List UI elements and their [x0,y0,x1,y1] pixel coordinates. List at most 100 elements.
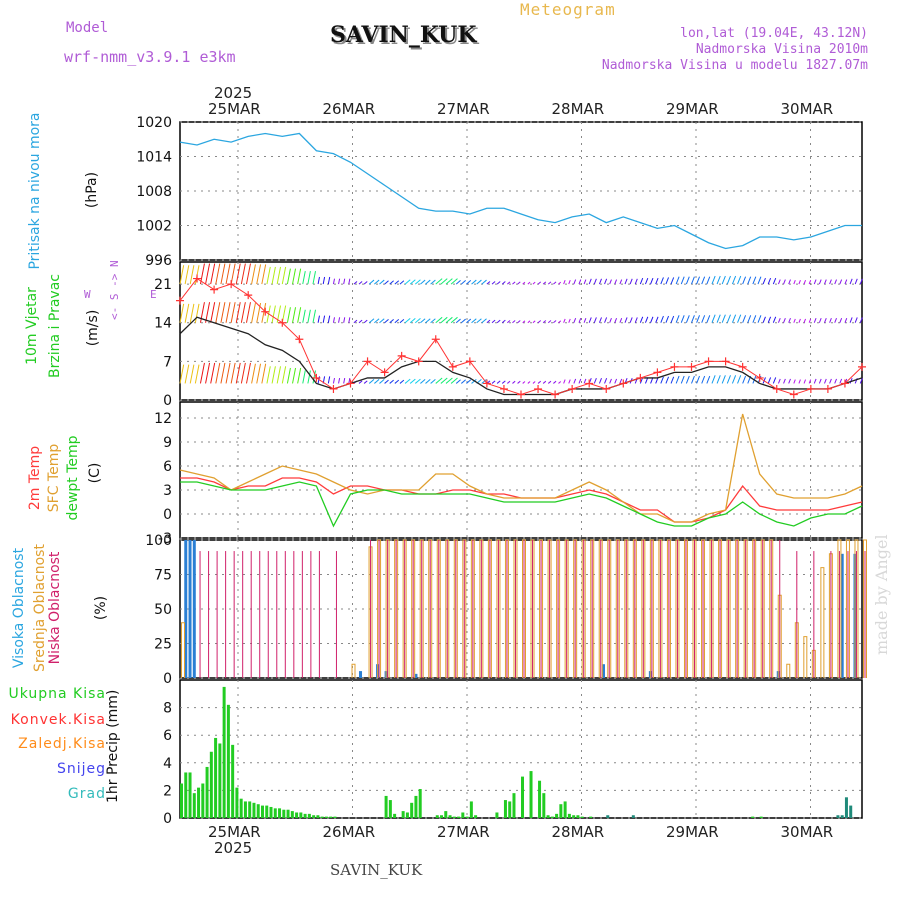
precip-bar [836,815,840,818]
wind-arrow [818,317,822,323]
wind-arrow [614,378,618,384]
wind-arrow [849,278,853,285]
wind-arrow [389,379,394,384]
precip-bar [218,743,222,818]
wind-arrow [384,280,389,285]
wind-speed-marker [431,335,440,344]
wind-arrow [706,276,711,285]
wind-arrow [353,281,358,285]
bottom-days-label: 30MAR [780,823,834,841]
precip-bar [461,812,465,818]
wind-arrow [476,279,482,285]
wind-arrow [476,318,482,324]
wind-arrow [767,316,772,323]
wind-arrow [711,314,716,323]
precip-bar [295,812,299,818]
wind-arrow [286,307,291,323]
precip-bar [414,795,418,818]
wind-arrow [619,378,623,384]
precip-ytick: 2 [163,783,172,799]
wind-arrow [522,320,526,324]
wind-arrow [297,268,302,285]
temp-side-label-3: dewpt Temp [65,435,81,521]
wind-arrow [297,367,302,384]
wind-arrow [527,381,531,384]
wind-arrow [327,315,331,323]
wind-arrow [573,279,577,285]
wind-arrow [332,377,335,384]
precip-bar [243,801,247,818]
precip-bar [405,812,409,818]
precip-bar [508,801,512,818]
wind-arrow [384,379,389,384]
wind-arrow [246,263,251,285]
wind-arrow [598,278,602,285]
wind-arrow [783,317,786,323]
wind-arrow [312,370,316,384]
precip-bar [231,744,235,818]
cloud-high-bar [359,671,363,678]
wind-arrow [471,279,477,285]
cloud-mid-bar [854,539,859,678]
wind-arrow [522,281,526,285]
clouds-frame [179,539,863,679]
wind-arrow [240,302,246,323]
wind-arrow [609,378,612,384]
wind-speed-marker [823,384,832,393]
precip-bar [550,816,554,818]
wind-arrow [650,316,654,323]
wind-arrow [598,317,602,323]
temperature-ytick: 12 [154,411,172,427]
wind-arrow [527,281,531,285]
precip-bar [401,811,405,818]
temperature-frame [179,401,863,539]
temperature-ytick: -3 [158,531,172,547]
wind-arrow [220,302,226,323]
wind-arrow [276,266,282,285]
wind-arrow [634,278,638,285]
wind-arrow [251,264,256,285]
precip-bar [265,805,269,818]
wind-arrow [307,271,311,285]
wind-arrow [737,375,742,384]
precip-bar [282,809,286,818]
precip-ytick: 6 [163,728,172,744]
wind-arrow [793,379,796,384]
wind-arrow [286,367,291,384]
wind-arrow [230,362,236,384]
wind-arrow [302,309,306,323]
wind-arrow [435,377,443,384]
bottom-days-label: 26MAR [322,823,376,841]
pressure-frame [179,121,863,261]
wind-arrow [184,265,190,285]
wind-side-label-1: 10m Vjetar [24,287,40,365]
wind-arrow [680,315,685,323]
precip-bar [324,816,328,818]
wind-arrow [332,317,335,323]
wind-arrow [568,280,571,285]
wind-arrow [312,309,316,323]
cloud-side-label-2: Srednja Oblacnost [32,544,48,672]
cloud-side-label-3: Niska Oblacnost [47,551,63,665]
wind-speed-marker [312,373,321,382]
wind-arrow [808,318,812,323]
wind-arrow [711,375,716,384]
precip-bar [440,815,444,818]
wind-speed-marker [295,335,304,344]
wind-speed-marker [687,362,696,371]
wind-arrow [225,263,231,285]
wind-arrow [194,303,200,323]
wind-speed-marker [397,351,406,360]
wind-arrow [246,302,251,323]
precip-bar [580,816,584,818]
wind-arrow [598,378,602,384]
wind-arrow [496,380,501,384]
wind-arrow [639,277,644,285]
cloud-high-bar [184,540,188,678]
wind-speed-marker [517,390,525,399]
clouds-ytick: 75 [154,568,172,584]
wind-arrow [205,362,211,384]
wind-arrow [813,378,817,384]
cloud-high-bar [601,664,605,678]
